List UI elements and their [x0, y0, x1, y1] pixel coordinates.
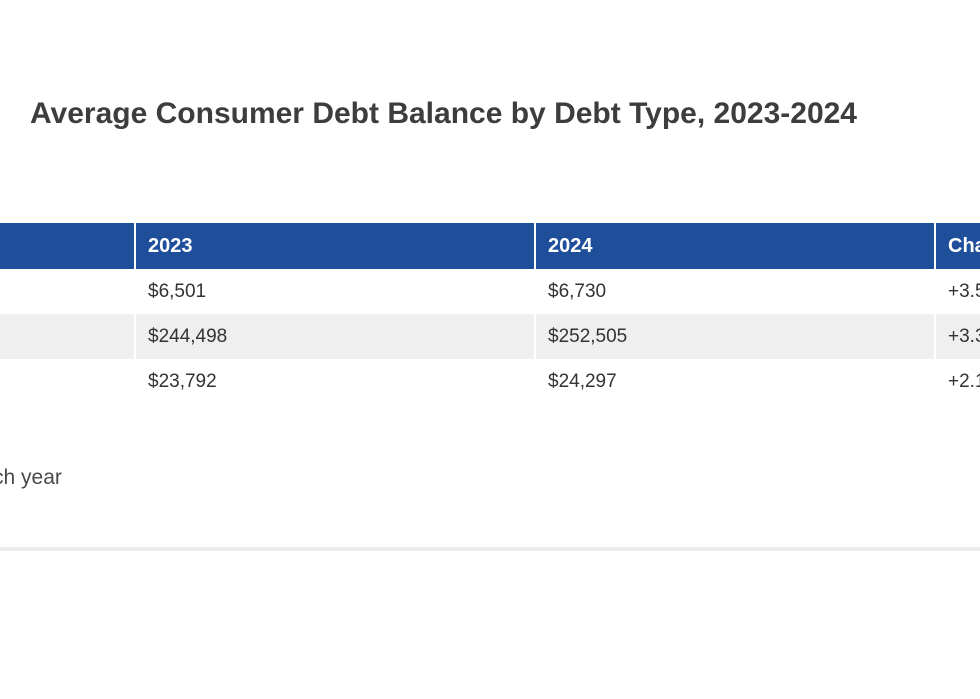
- bottom-divider: [0, 547, 980, 551]
- column-header-debt-type: [0, 223, 134, 269]
- cell-change-value: +3.3%: [934, 314, 980, 359]
- cell-debt-type: [0, 314, 134, 359]
- cell-2023-value: $244,498: [134, 314, 534, 359]
- cell-change-value: +2.1%: [934, 359, 980, 404]
- column-header-2023: 2023: [134, 223, 534, 269]
- table-header-row: 2023 2024 Change: [0, 223, 980, 269]
- column-header-2024: 2024: [534, 223, 934, 269]
- cell-debt-type: [0, 359, 134, 404]
- cell-2023-value: $6,501: [134, 269, 534, 314]
- table-row: $244,498 $252,505 +3.3%: [0, 314, 980, 359]
- cell-2024-value: $24,297: [534, 359, 934, 404]
- column-header-change: Change: [934, 223, 980, 269]
- source-note-fragment: ch year: [0, 466, 62, 489]
- table-row: $6,501 $6,730 +3.5%: [0, 269, 980, 314]
- table-row: $23,792 $24,297 +2.1%: [0, 359, 980, 404]
- cell-change-value: +3.5%: [934, 269, 980, 314]
- cell-debt-type: [0, 269, 134, 314]
- debt-balance-table: 2023 2024 Change $6,501 $6,730 +3.5% $24…: [0, 223, 980, 404]
- page-title: Average Consumer Debt Balance by Debt Ty…: [30, 97, 857, 130]
- cell-2023-value: $23,792: [134, 359, 534, 404]
- cell-2024-value: $6,730: [534, 269, 934, 314]
- cell-2024-value: $252,505: [534, 314, 934, 359]
